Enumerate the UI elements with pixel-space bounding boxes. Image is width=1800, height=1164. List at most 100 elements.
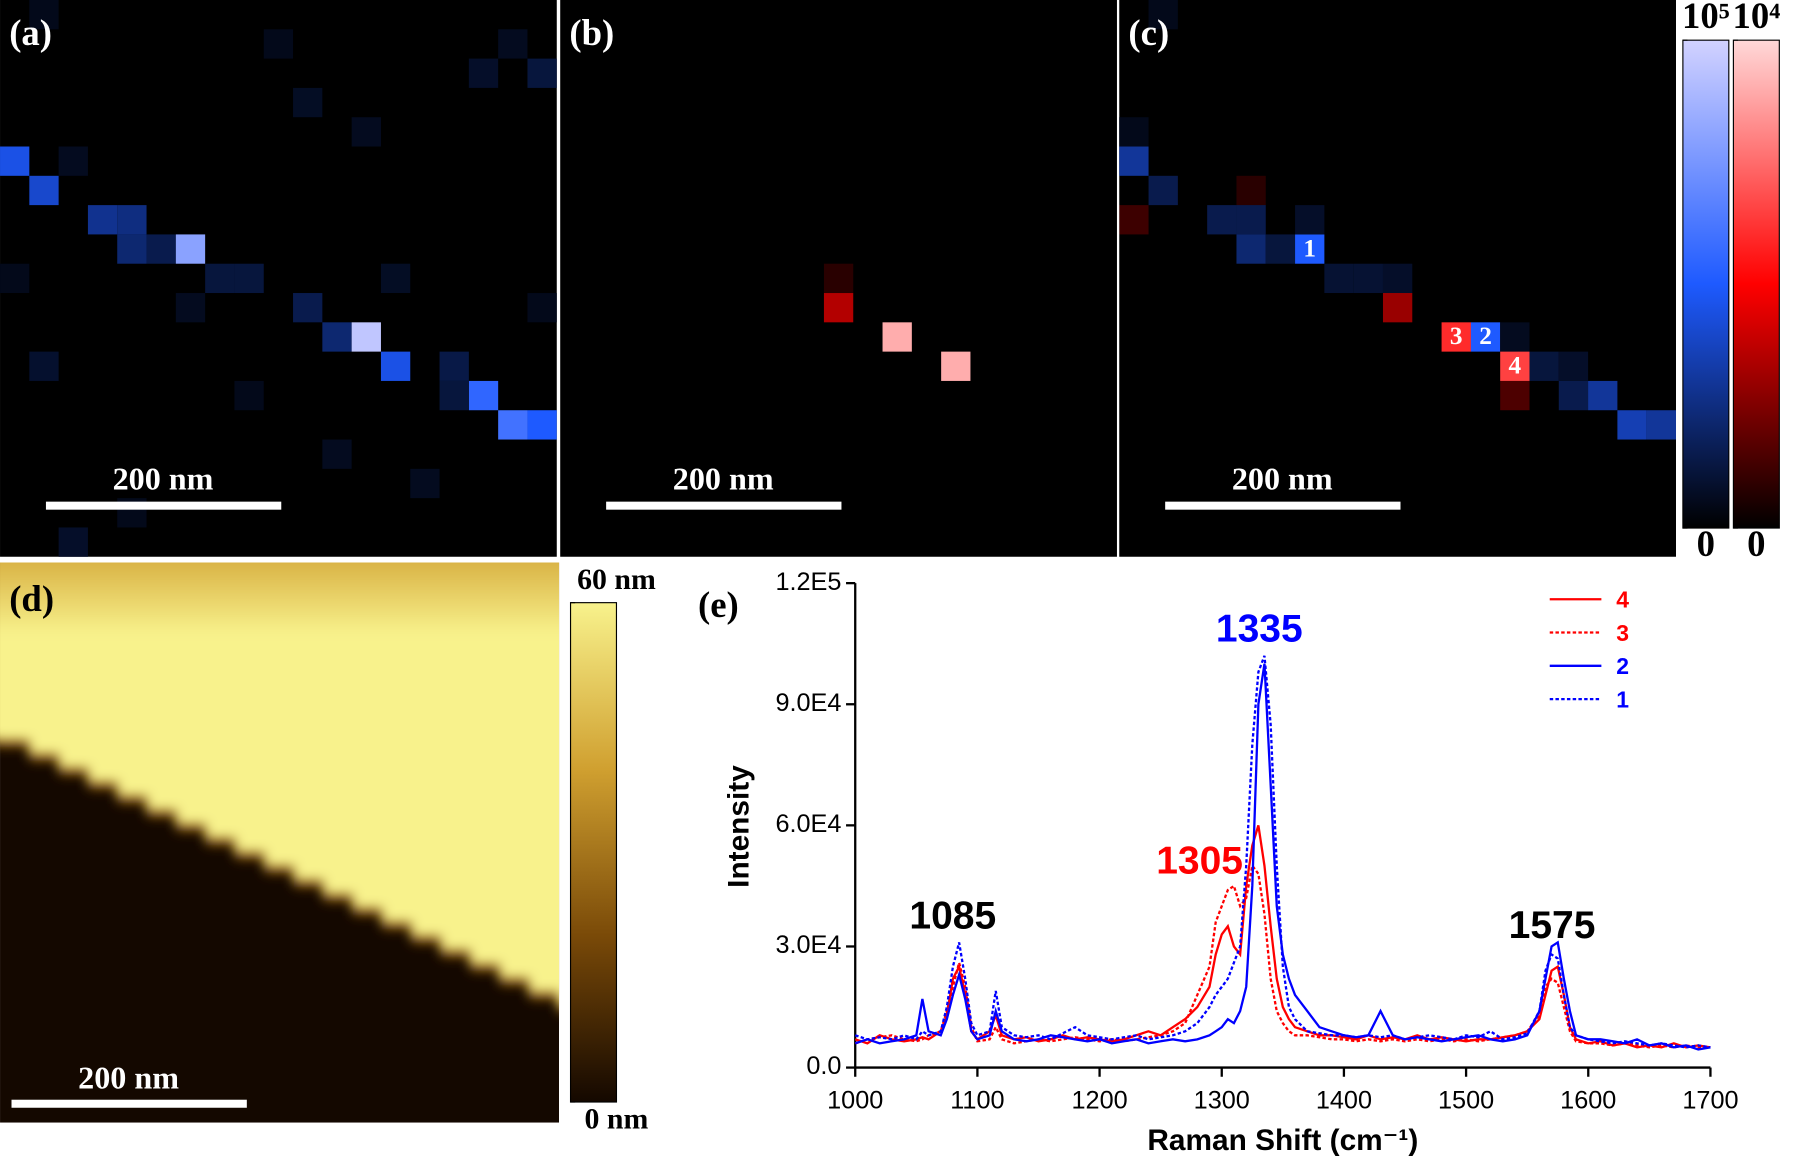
map-pixel: [1558, 351, 1589, 381]
map-pixel: [1324, 263, 1354, 294]
scale-bar-label: 200 nm: [113, 461, 214, 497]
map-pixel: [1558, 380, 1589, 411]
y-tick-label: 1.2E5: [775, 568, 841, 596]
peak-annotation: 1085: [909, 895, 996, 938]
map-pixel: [1529, 351, 1559, 381]
map-pixel: [293, 293, 323, 323]
topography-image: [0, 562, 560, 1123]
map-background: [0, 0, 557, 557]
map-pixel: [941, 351, 971, 381]
map-pixel: [380, 263, 411, 294]
map-pixel: [175, 234, 206, 264]
map-pixel: [1119, 117, 1149, 147]
map-pixel: [58, 146, 88, 176]
peak-annotation: 1305: [1156, 840, 1243, 883]
map-pixel: [527, 293, 557, 323]
scale-bar: [45, 501, 282, 510]
map-pixel: [1295, 205, 1325, 235]
colorbar-label: 0 nm: [585, 1102, 649, 1135]
map-pixel: [1207, 205, 1237, 235]
peak-annotation: 1335: [1216, 608, 1303, 651]
map-pixel: [1588, 380, 1618, 411]
map-pixel: [1500, 351, 1530, 381]
map-pixel: [527, 410, 557, 440]
panel-label: (a): [9, 12, 52, 53]
map-pixel: [1353, 263, 1383, 294]
x-tick-label: 1000: [827, 1087, 883, 1115]
map-pixel: [58, 527, 88, 557]
y-tick-label: 3.0E4: [775, 931, 841, 959]
y-tick-label: 9.0E4: [775, 689, 841, 717]
pixel-label: 4: [1509, 352, 1522, 380]
map-pixel: [1470, 322, 1501, 352]
map-pixel: [29, 351, 59, 381]
map-pixel: [205, 263, 235, 294]
map-pixel: [1148, 0, 1178, 30]
map-pixel: [87, 205, 118, 235]
x-tick-label: 1500: [1438, 1087, 1494, 1115]
map-pixel: [439, 380, 469, 411]
map-pixel: [351, 117, 381, 147]
map-pixel: [234, 263, 264, 294]
map-pixel: [293, 87, 323, 118]
map-pixel: [468, 58, 499, 88]
map-pixel: [882, 322, 912, 352]
map-pixel: [263, 29, 294, 59]
colorbar: [1682, 39, 1730, 529]
panel-label: (e): [698, 584, 739, 625]
map-pixel: [468, 380, 499, 411]
map-pixel: [175, 293, 206, 323]
map-pixel: [380, 351, 411, 381]
panel-label: (d): [9, 578, 54, 619]
map-pixel: [410, 468, 440, 499]
map-pixel: [0, 263, 30, 294]
map-pixel: [1119, 205, 1149, 235]
map-pixel: [498, 410, 528, 440]
map-pixel: [1295, 234, 1325, 264]
pixel-label: 1: [1303, 234, 1316, 262]
colorbar-label: 0: [1697, 523, 1715, 564]
map-pixel: [823, 263, 854, 294]
map-pixel: [234, 380, 264, 411]
colorbar-label: 10⁴: [1732, 0, 1780, 36]
y-tick-label: 0.0: [806, 1052, 841, 1080]
map-pixel: [117, 234, 147, 264]
map-pixel: [1236, 234, 1266, 264]
scale-bar: [1165, 501, 1401, 510]
map-pixel: [1382, 293, 1413, 323]
map-pixel: [1441, 322, 1471, 352]
spectrum-line: [854, 663, 1711, 1051]
x-axis-title: Raman Shift (cm⁻¹): [1147, 1124, 1418, 1157]
y-axis-title: Intensity: [722, 765, 755, 888]
legend-label: 3: [1616, 620, 1629, 646]
map-pixel: [351, 322, 381, 352]
scale-bar: [11, 1099, 247, 1108]
scale-bar-label: 200 nm: [673, 461, 774, 497]
y-tick-label: 6.0E4: [775, 810, 841, 838]
topography-high: [0, 562, 560, 1007]
map-pixel: [1148, 175, 1178, 206]
map-pixel: [823, 293, 854, 323]
map-pixel: [498, 29, 528, 59]
map-pixel: [1265, 234, 1296, 264]
colorbar-label: 10⁵: [1682, 0, 1730, 36]
panel-label: (c): [1128, 12, 1169, 53]
map-pixel: [1236, 175, 1266, 206]
legend-label: 1: [1616, 686, 1629, 712]
colorbar-label: 0: [1747, 523, 1765, 564]
scale-bar: [606, 501, 842, 510]
legend-label: 2: [1616, 653, 1629, 679]
colorbar: [1732, 39, 1780, 529]
map-pixel: [439, 351, 469, 381]
colorbar-label: 60 nm: [577, 563, 656, 596]
pixel-label: 2: [1479, 322, 1492, 350]
map-pixel: [0, 146, 30, 176]
map-pixel: [1382, 263, 1413, 294]
x-tick-label: 1400: [1316, 1087, 1372, 1115]
spectrum-line: [854, 655, 1711, 1049]
map-pixel: [1500, 380, 1530, 411]
x-tick-label: 1600: [1560, 1087, 1616, 1115]
x-tick-label: 1700: [1682, 1087, 1738, 1115]
map-pixel: [1236, 205, 1266, 235]
